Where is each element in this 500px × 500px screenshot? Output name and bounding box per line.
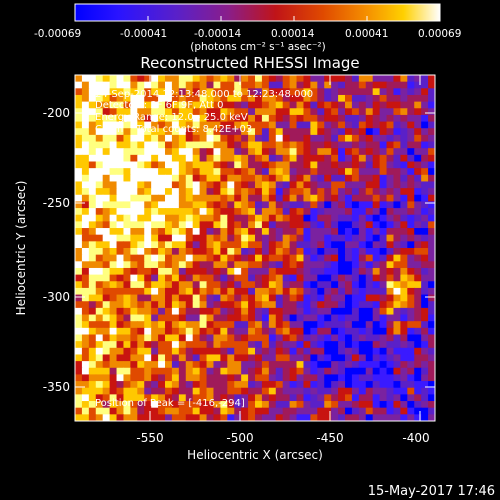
plot-frame <box>74 74 436 422</box>
colorbar-tick-label: 0.00041 <box>345 28 388 40</box>
x-tick-label: -550 <box>136 431 163 445</box>
x-axis-ticks <box>149 75 421 421</box>
x-axis-label: Heliocentric X (arcsec) <box>187 448 323 462</box>
colorbar-tick-label: 0.00069 <box>418 28 461 40</box>
footer-date: 15-May-2017 17:46 <box>368 484 495 499</box>
colorbar <box>74 3 441 22</box>
peak-position: Position of Peak = [-416,-294] <box>95 398 245 409</box>
colorbar-unit-label: (photons cm⁻² s⁻¹ asec⁻²) <box>190 41 325 53</box>
info-line-time: 24-Sep-2014 12:13:48.000 to 12:23:48.000 <box>95 89 313 100</box>
x-tick-label: -500 <box>226 431 253 445</box>
info-line-detectors: Detectors: 3F 6F 9F, Att 0 <box>95 100 223 111</box>
info-line-energy: Energy Range: 12.0 - 25.0 keV <box>95 112 248 123</box>
y-axis-ticks <box>75 112 435 388</box>
colorbar-ticks <box>74 16 441 21</box>
y-tick-label: -250 <box>43 196 70 210</box>
y-tick-label: -350 <box>43 380 70 394</box>
y-tick-label: -300 <box>43 290 70 304</box>
rhessi-image <box>75 75 435 421</box>
colorbar-tick-label: -0.00041 <box>120 28 167 40</box>
x-tick-label: -450 <box>316 431 343 445</box>
colorbar-tick-label: -0.00014 <box>194 28 242 40</box>
info-line-counts: Clean Total counts: 8.42E+03 <box>95 124 252 135</box>
x-tick-label: -400 <box>402 431 429 445</box>
colorbar-tick-label: -0.00069 <box>34 28 81 40</box>
colorbar-tick-label: 0.00014 <box>271 28 315 40</box>
y-tick-label: -200 <box>43 106 70 120</box>
y-axis-label: Heliocentric Y (arcsec) <box>14 181 28 316</box>
plot-title: Reconstructed RHESSI Image <box>140 54 359 72</box>
